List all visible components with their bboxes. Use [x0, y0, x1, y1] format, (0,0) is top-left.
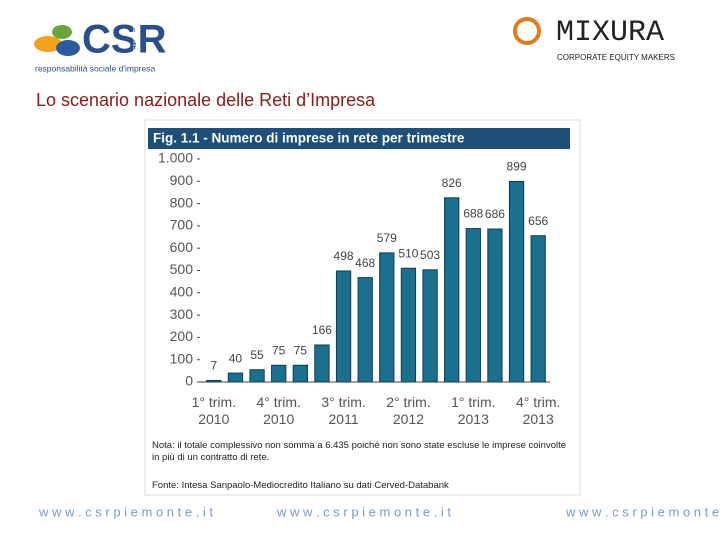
bar	[422, 269, 438, 383]
value-label: 7	[210, 359, 217, 373]
logo-shape	[56, 40, 80, 56]
logo-shape	[513, 17, 541, 45]
logo-shape	[52, 25, 72, 39]
bar	[292, 364, 308, 383]
logo-tagline: responsabilità sociale d'impresa	[35, 63, 155, 73]
footer-url: w w w . c s r p i e m o n t e . i t	[276, 504, 451, 519]
y-tick-label: 900	[170, 172, 194, 188]
bar	[335, 270, 352, 383]
bar	[465, 228, 481, 383]
y-tick-label: 300	[170, 306, 194, 322]
bar	[227, 372, 244, 383]
chart-title-bar	[148, 128, 570, 149]
chart-note: Nota: il totale complessivo non somma a …	[152, 440, 567, 463]
value-label: 75	[272, 343, 286, 357]
chart-source: Fonte: Intesa Sanpaolo-Mediocredito Ital…	[152, 480, 449, 491]
chart-title: Fig. 1.1 - Numero di imprese in rete per…	[153, 131, 465, 146]
value-label: 166	[312, 323, 332, 337]
footer-url: w w w . c s r p i e m o n t e . i t	[38, 504, 213, 519]
y-tick-label: 600	[170, 239, 194, 255]
value-label: 498	[334, 249, 354, 263]
y-tick-label: 700	[170, 217, 194, 233]
bar	[379, 252, 395, 383]
value-label: 40	[229, 351, 243, 365]
value-label: 510	[398, 246, 418, 260]
x-tick-label: 1° trim. 2013	[451, 394, 496, 427]
bar	[271, 364, 287, 383]
y-tick-label: 400	[170, 284, 194, 300]
value-label: 686	[485, 207, 505, 221]
bar	[487, 228, 503, 383]
value-label: 656	[528, 214, 548, 228]
logo-shape	[34, 36, 62, 52]
logo-tagline: CORPORATE EQUITY MAKERS	[557, 53, 675, 62]
bar	[508, 181, 525, 383]
logo-text: CSR	[82, 18, 167, 62]
slide-title: Lo scenario nazionale delle Reti d’Impre…	[36, 90, 376, 110]
footer-url: w w w . c s r p i e m o n t e . i t	[565, 504, 720, 519]
value-label: 826	[442, 176, 462, 190]
x-tick-label: 3° trim. 2011	[321, 394, 366, 427]
bar	[206, 379, 222, 383]
y-tick-label: 100	[170, 350, 194, 366]
x-tick-label: 1° trim. 2010	[191, 394, 237, 427]
value-label: 55	[250, 348, 264, 362]
x-tick-label: 4° trim. 2010	[256, 394, 301, 427]
logo-badge: PIEMONTE	[134, 24, 140, 55]
value-label: 468	[355, 256, 375, 270]
bar	[444, 197, 460, 383]
bar	[530, 235, 546, 383]
bar	[400, 267, 417, 383]
x-tick-label: 4° trim. 2013	[515, 394, 561, 427]
y-tick-label: 1.000	[158, 150, 193, 166]
logo-text: MIXURA	[556, 16, 664, 50]
y-tick-label: 500	[170, 261, 194, 277]
value-label: 579	[377, 231, 397, 245]
y-tick-label: 800	[170, 194, 194, 210]
value-label: 899	[507, 160, 527, 174]
x-tick-label: 2° trim. 2012	[386, 394, 431, 427]
y-tick-label: 200	[170, 328, 194, 344]
bar	[357, 277, 373, 383]
bar	[249, 369, 265, 383]
value-label: 503	[420, 248, 440, 262]
y-tick-label: 0	[185, 373, 193, 389]
bar	[314, 344, 330, 383]
value-label: 688	[463, 207, 483, 221]
value-label: 75	[294, 343, 308, 357]
